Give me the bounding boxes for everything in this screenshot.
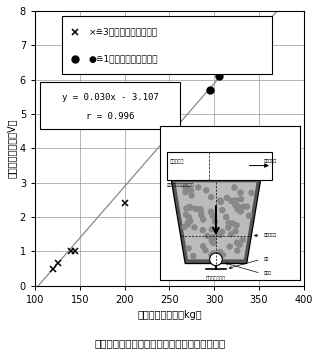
Bar <box>62 17 272 74</box>
X-axis label: タンク内籠質量（kg）: タンク内籠質量（kg） <box>137 310 202 320</box>
Text: 図２　タンク内籠質量に対するロードセル出力: 図２ タンク内籠質量に対するロードセル出力 <box>94 339 226 348</box>
Text: y = 0.030x - 3.107: y = 0.030x - 3.107 <box>62 93 159 102</box>
Y-axis label: ロードセル出力（V）: ロードセル出力（V） <box>7 119 17 178</box>
Text: r = 0.996: r = 0.996 <box>86 113 134 121</box>
Text: ●≘1　品種：キヌヒカリ: ●≘1 品種：キヌヒカリ <box>89 54 158 63</box>
Bar <box>40 82 180 129</box>
Text: ×≘3　品種：どんとこい: ×≘3 品種：どんとこい <box>89 27 158 37</box>
